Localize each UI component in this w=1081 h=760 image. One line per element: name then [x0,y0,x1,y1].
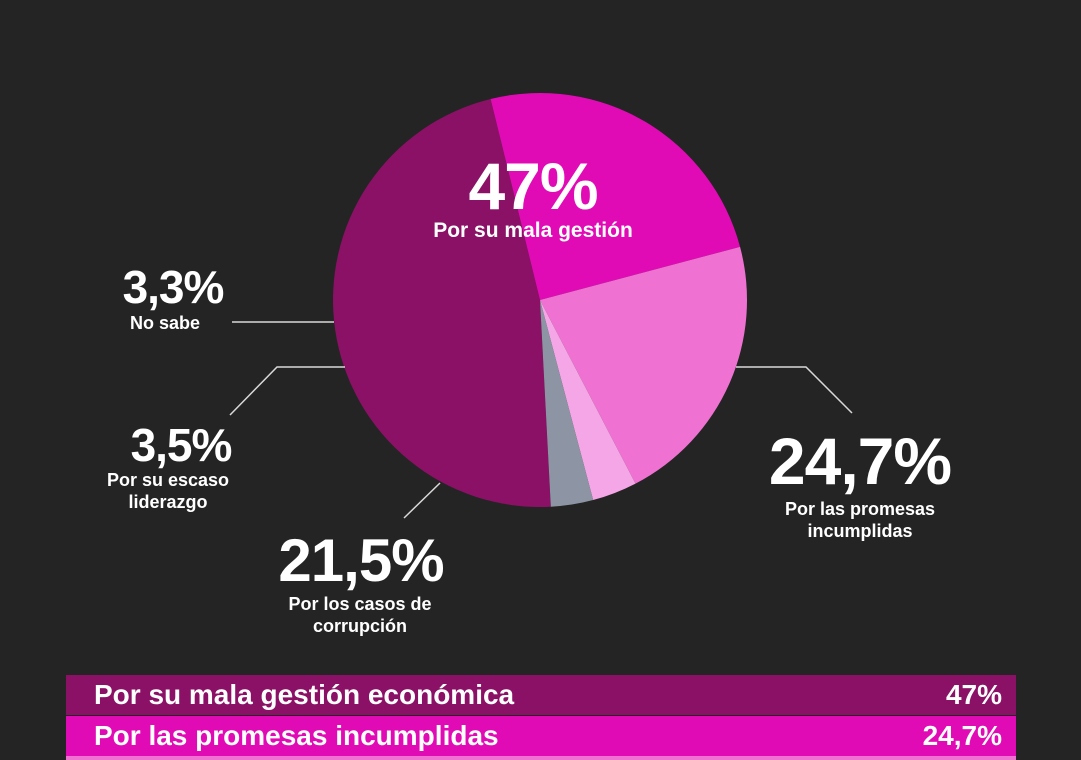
callout-corrupcion-label: Por los casos de corrupción [288,594,432,636]
leader-line-liderazgo [229,366,345,416]
pie-slice-1 [490,93,741,300]
legend-value: 24,7% [922,720,1002,751]
legend-value: 47% [945,679,1002,710]
callout-mala-gestion-label: Por su mala gestión [433,219,633,242]
legend-row-mala-gestion: Por su mala gestión económica 47% [66,675,1016,715]
pie-slice-0 [333,98,551,508]
legend-row-partial [66,756,1016,760]
callout-no-sabe-label: No sabe [129,313,201,333]
legend-label: Por las promesas incumplidas [94,720,499,751]
leader-line-corrupcion [403,482,441,519]
callout-liderazgo-value: 3,5% [130,419,233,471]
callout-promesas-label: Por las promesas incumplidas [784,499,936,541]
pie-slice-2 [540,246,748,484]
pie-slice-3 [540,300,636,501]
callout-liderazgo-label: Por su escaso liderazgo [106,470,230,512]
callout-mala-gestion-value: 47% [468,149,598,223]
callout-promesas-value: 24,7% [768,424,952,498]
legend-row-promesas: Por las promesas incumplidas 24,7% [66,716,1016,756]
leader-line-promesas [736,366,853,414]
callout-no-sabe-value: 3,3% [122,261,225,313]
callout-corrupcion-value: 21,5% [278,527,444,594]
legend-label: Por su mala gestión económica [94,679,515,710]
pie-slice-4 [540,300,594,507]
